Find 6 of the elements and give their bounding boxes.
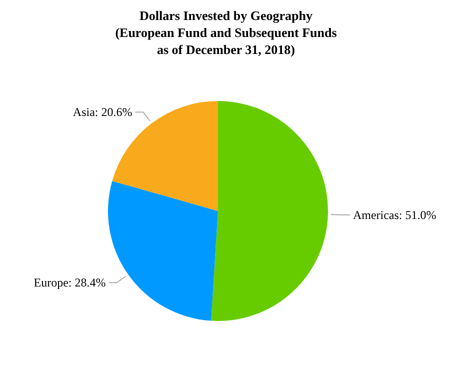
pie-slice: [211, 101, 328, 321]
slice-label: Asia: 20.6%: [72, 105, 132, 120]
slice-label: Americas: 51.0%: [352, 208, 436, 222]
slice-label: Europe: 28.4%: [34, 276, 106, 290]
chart-title: Dollars Invested by Geography (European Fund and Subsequent Funds as of December 31, 2018): [115, 8, 337, 57]
pie-slice: [108, 180, 218, 321]
